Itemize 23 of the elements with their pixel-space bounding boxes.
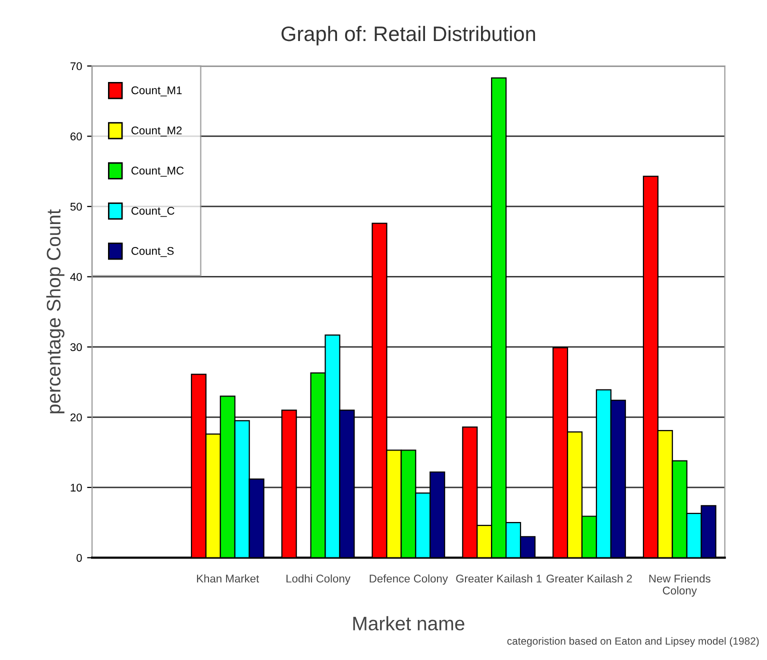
legend-label: Count_C: [131, 206, 174, 217]
chart-title: Graph of: Retail Distribution: [282, 26, 536, 46]
y-tick-label: 0: [76, 554, 82, 562]
x-tick-label: Defence Colony: [370, 574, 448, 585]
x-tick-label: New Friends Colony: [649, 574, 710, 597]
y-axis-title: percentage Shop Count: [46, 209, 64, 414]
x-axis-title: Market name: [353, 616, 464, 630]
x-tick-label: Lodhi Colony: [286, 574, 350, 585]
x-tick-label: Khan Market: [197, 574, 260, 583]
x-tick-label: Greater Kailash 1: [456, 574, 542, 583]
y-tick-label: 40: [70, 272, 82, 281]
legend-label: Count_S: [131, 247, 174, 257]
y-tick-label: 30: [70, 343, 82, 352]
legend-label: Count_M2: [131, 126, 182, 136]
y-tick-label: 60: [70, 132, 82, 140]
y-tick-label: 20: [70, 413, 82, 422]
text: categoristion based on Eaton and Lipsey model (1982): [507, 637, 759, 647]
y-tick-label: 50: [70, 202, 82, 211]
legend-label: Count_M1: [131, 86, 182, 96]
y-tick-label: 70: [70, 62, 82, 70]
legend-label: Count_MC: [131, 166, 184, 177]
y-tick-label: 10: [70, 484, 82, 492]
x-tick-label: Greater Kailash 2: [546, 574, 632, 583]
